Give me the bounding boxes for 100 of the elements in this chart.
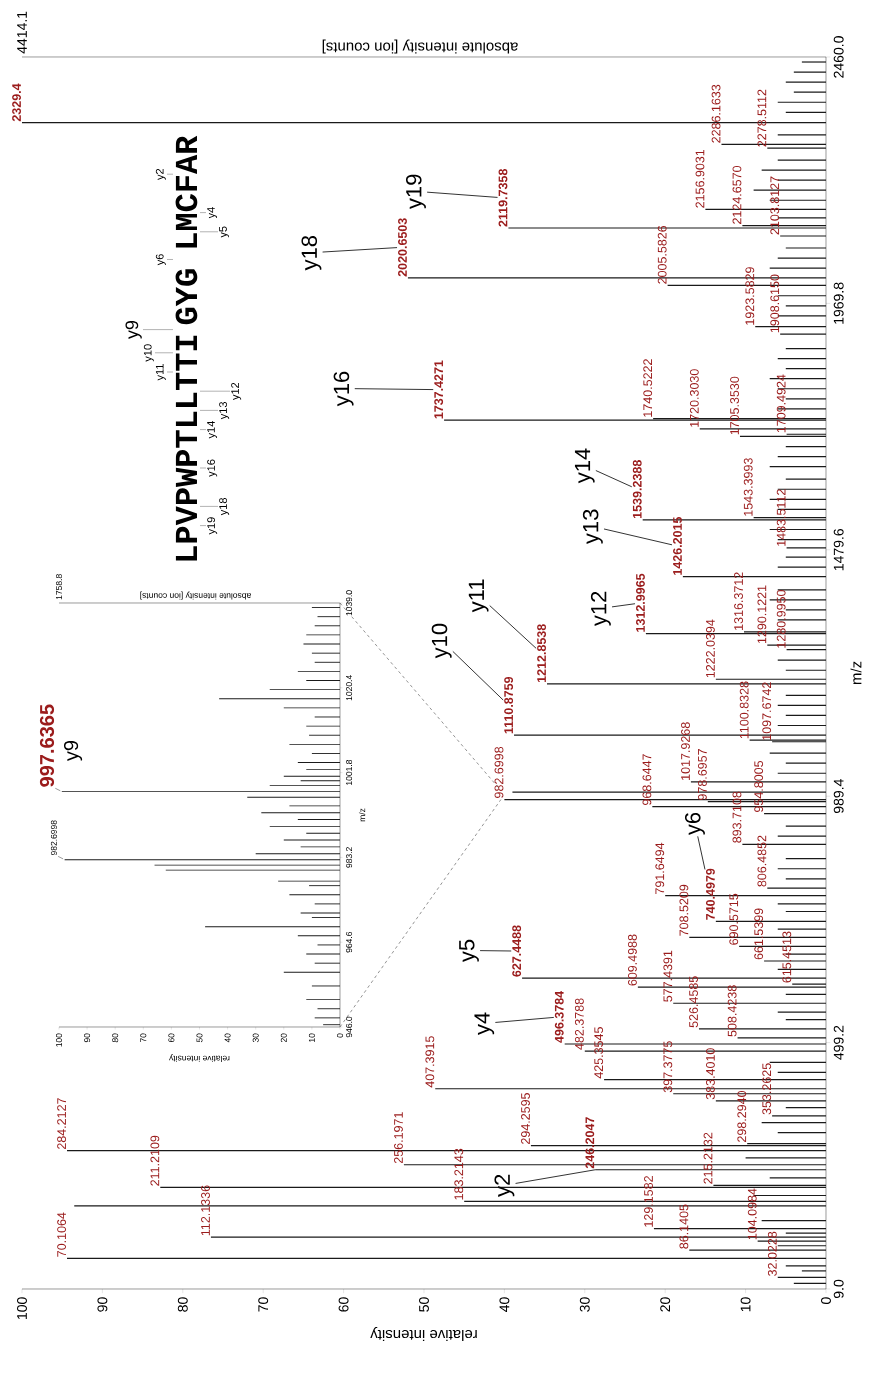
- annotation: 2103.8127: [770, 176, 780, 235]
- x-tick-label: 50: [419, 1297, 429, 1312]
- annotation: 104.0984: [747, 1188, 757, 1240]
- annotation: y6: [684, 812, 705, 836]
- annotation: 609.4988: [628, 934, 637, 986]
- annotation: y14: [207, 421, 218, 439]
- annotation: 2124.6570: [732, 165, 742, 224]
- annotation: 383.4010: [706, 1048, 715, 1100]
- annotation: LPVPWPTLLTTI: [175, 335, 197, 561]
- annotation: 1539.2388: [632, 460, 642, 519]
- y-tick-label: 1479.6: [833, 529, 844, 571]
- annotation: y18: [301, 235, 322, 271]
- annotation: 1316.3712: [734, 572, 743, 630]
- annotation: 615.4513: [782, 931, 792, 983]
- annotation: y5: [219, 226, 230, 238]
- annotation: y5: [459, 939, 479, 963]
- annotation: y12: [231, 382, 242, 401]
- annotation: 1709.4924: [776, 374, 786, 433]
- annotation: 577.4391: [663, 950, 673, 1002]
- x-tick-label: 70: [140, 1033, 147, 1043]
- y-tick-label: 989.4: [833, 779, 844, 814]
- annotation: 2286.1633: [711, 84, 721, 143]
- y-tick-label: 946.0: [346, 1016, 353, 1038]
- annotation: 70.1064: [57, 1212, 67, 1257]
- y-tick-label: 499.2: [833, 1025, 844, 1060]
- x-tick-label: 0: [336, 1033, 343, 1038]
- annotation: 86.1405: [679, 1204, 689, 1249]
- x-axis-title: relative intensity: [169, 1054, 230, 1063]
- annotation: 1212.8538: [537, 624, 546, 683]
- annotation: 1908.6150: [770, 274, 780, 333]
- x-tick-label: 0: [821, 1297, 831, 1304]
- annotation: 978.6957: [697, 749, 707, 800]
- annotation: 183.2143: [454, 1148, 464, 1200]
- x-tick-label: 60: [338, 1297, 349, 1312]
- annotation: 425.3545: [594, 1027, 604, 1079]
- y-tick-label: 1020.4: [346, 675, 353, 701]
- annotation: GYG: [175, 269, 198, 325]
- y-tick-label: 9.0: [833, 1279, 844, 1299]
- x-tick-label: 50: [196, 1033, 203, 1043]
- annotation: 627.4488: [512, 925, 522, 977]
- annotation: y16: [207, 459, 218, 477]
- annotation: y6: [155, 254, 166, 266]
- annotation: y9: [125, 320, 142, 340]
- annotation: 661.5399: [754, 908, 764, 960]
- x-tick-label: 80: [112, 1033, 119, 1043]
- annotation: 2119.7358: [498, 169, 508, 227]
- annotation: 1737.4271: [434, 360, 444, 419]
- annotation: 211.2109: [150, 1135, 160, 1186]
- annotation: 954.8005: [754, 760, 764, 812]
- annotation: 407.3915: [425, 1036, 435, 1088]
- annotation: 1312.9965: [636, 573, 645, 632]
- annotation: 353.2625: [762, 1063, 772, 1115]
- x-tick-label: 40: [224, 1033, 231, 1043]
- annotation: 982.6998: [494, 746, 504, 798]
- annotation: 508.4238: [727, 985, 737, 1037]
- annotation: y14: [574, 448, 595, 484]
- annotation: 2329.4: [12, 83, 21, 122]
- annotation: 791.6494: [655, 842, 665, 894]
- annotation: 1543.3993: [743, 458, 753, 516]
- x-tick-label: 20: [280, 1033, 287, 1043]
- annotation: y19: [405, 174, 426, 210]
- annotation: 740.4979: [706, 868, 715, 920]
- annotation: 968.6447: [642, 754, 652, 806]
- annotation: 129.1582: [644, 1176, 653, 1227]
- annotation: y19: [207, 517, 218, 535]
- x2-axis-title: absolute intensity [ion counts]: [140, 591, 251, 600]
- x-axis-title: relative intensity: [370, 1326, 477, 1341]
- annotation: y2: [155, 168, 166, 180]
- annotation: 1720.3030: [689, 369, 699, 427]
- annotation: 2278.5112: [757, 89, 767, 147]
- annotation: 397.3775: [663, 1041, 673, 1093]
- x-tick-label: 80: [177, 1297, 188, 1312]
- annotation: 482.3788: [574, 998, 584, 1050]
- annotation: 1758.8: [55, 574, 62, 600]
- annotation: 294.2595: [521, 1093, 530, 1144]
- annotation: 1483.5112: [776, 489, 786, 546]
- annotation: y4: [207, 207, 218, 219]
- annotation: 526.4585: [689, 976, 698, 1028]
- annotation: 246.2047: [585, 1117, 595, 1169]
- y-tick-label: 964.6: [346, 931, 353, 953]
- x-tick-label: 70: [258, 1297, 269, 1312]
- annotation: LMCFAR: [175, 135, 198, 248]
- annotation: 1097.6742: [762, 682, 772, 740]
- annotation: y11: [155, 364, 166, 381]
- annotation: y2: [494, 1174, 515, 1197]
- annotation: 1100.8328: [739, 681, 749, 739]
- annotation: 1290.1221: [757, 585, 767, 644]
- y-axis-title: m/z: [358, 808, 366, 822]
- annotation: y4: [474, 1012, 495, 1035]
- annotation: 997.6365: [39, 704, 55, 787]
- x-tick-label: 90: [97, 1297, 108, 1312]
- annotation: 298.2940: [737, 1090, 747, 1142]
- y-axis-title: m/z: [850, 661, 862, 685]
- annotation: 806.4852: [757, 835, 767, 887]
- annotation: 1740.5222: [643, 359, 653, 417]
- y-tick-label: 2460.0: [833, 36, 844, 78]
- x-tick-label: 10: [740, 1297, 751, 1312]
- x-tick-label: 60: [168, 1033, 175, 1043]
- annotation: 215.2132: [703, 1132, 713, 1184]
- annotation: 1280.9950: [776, 590, 786, 648]
